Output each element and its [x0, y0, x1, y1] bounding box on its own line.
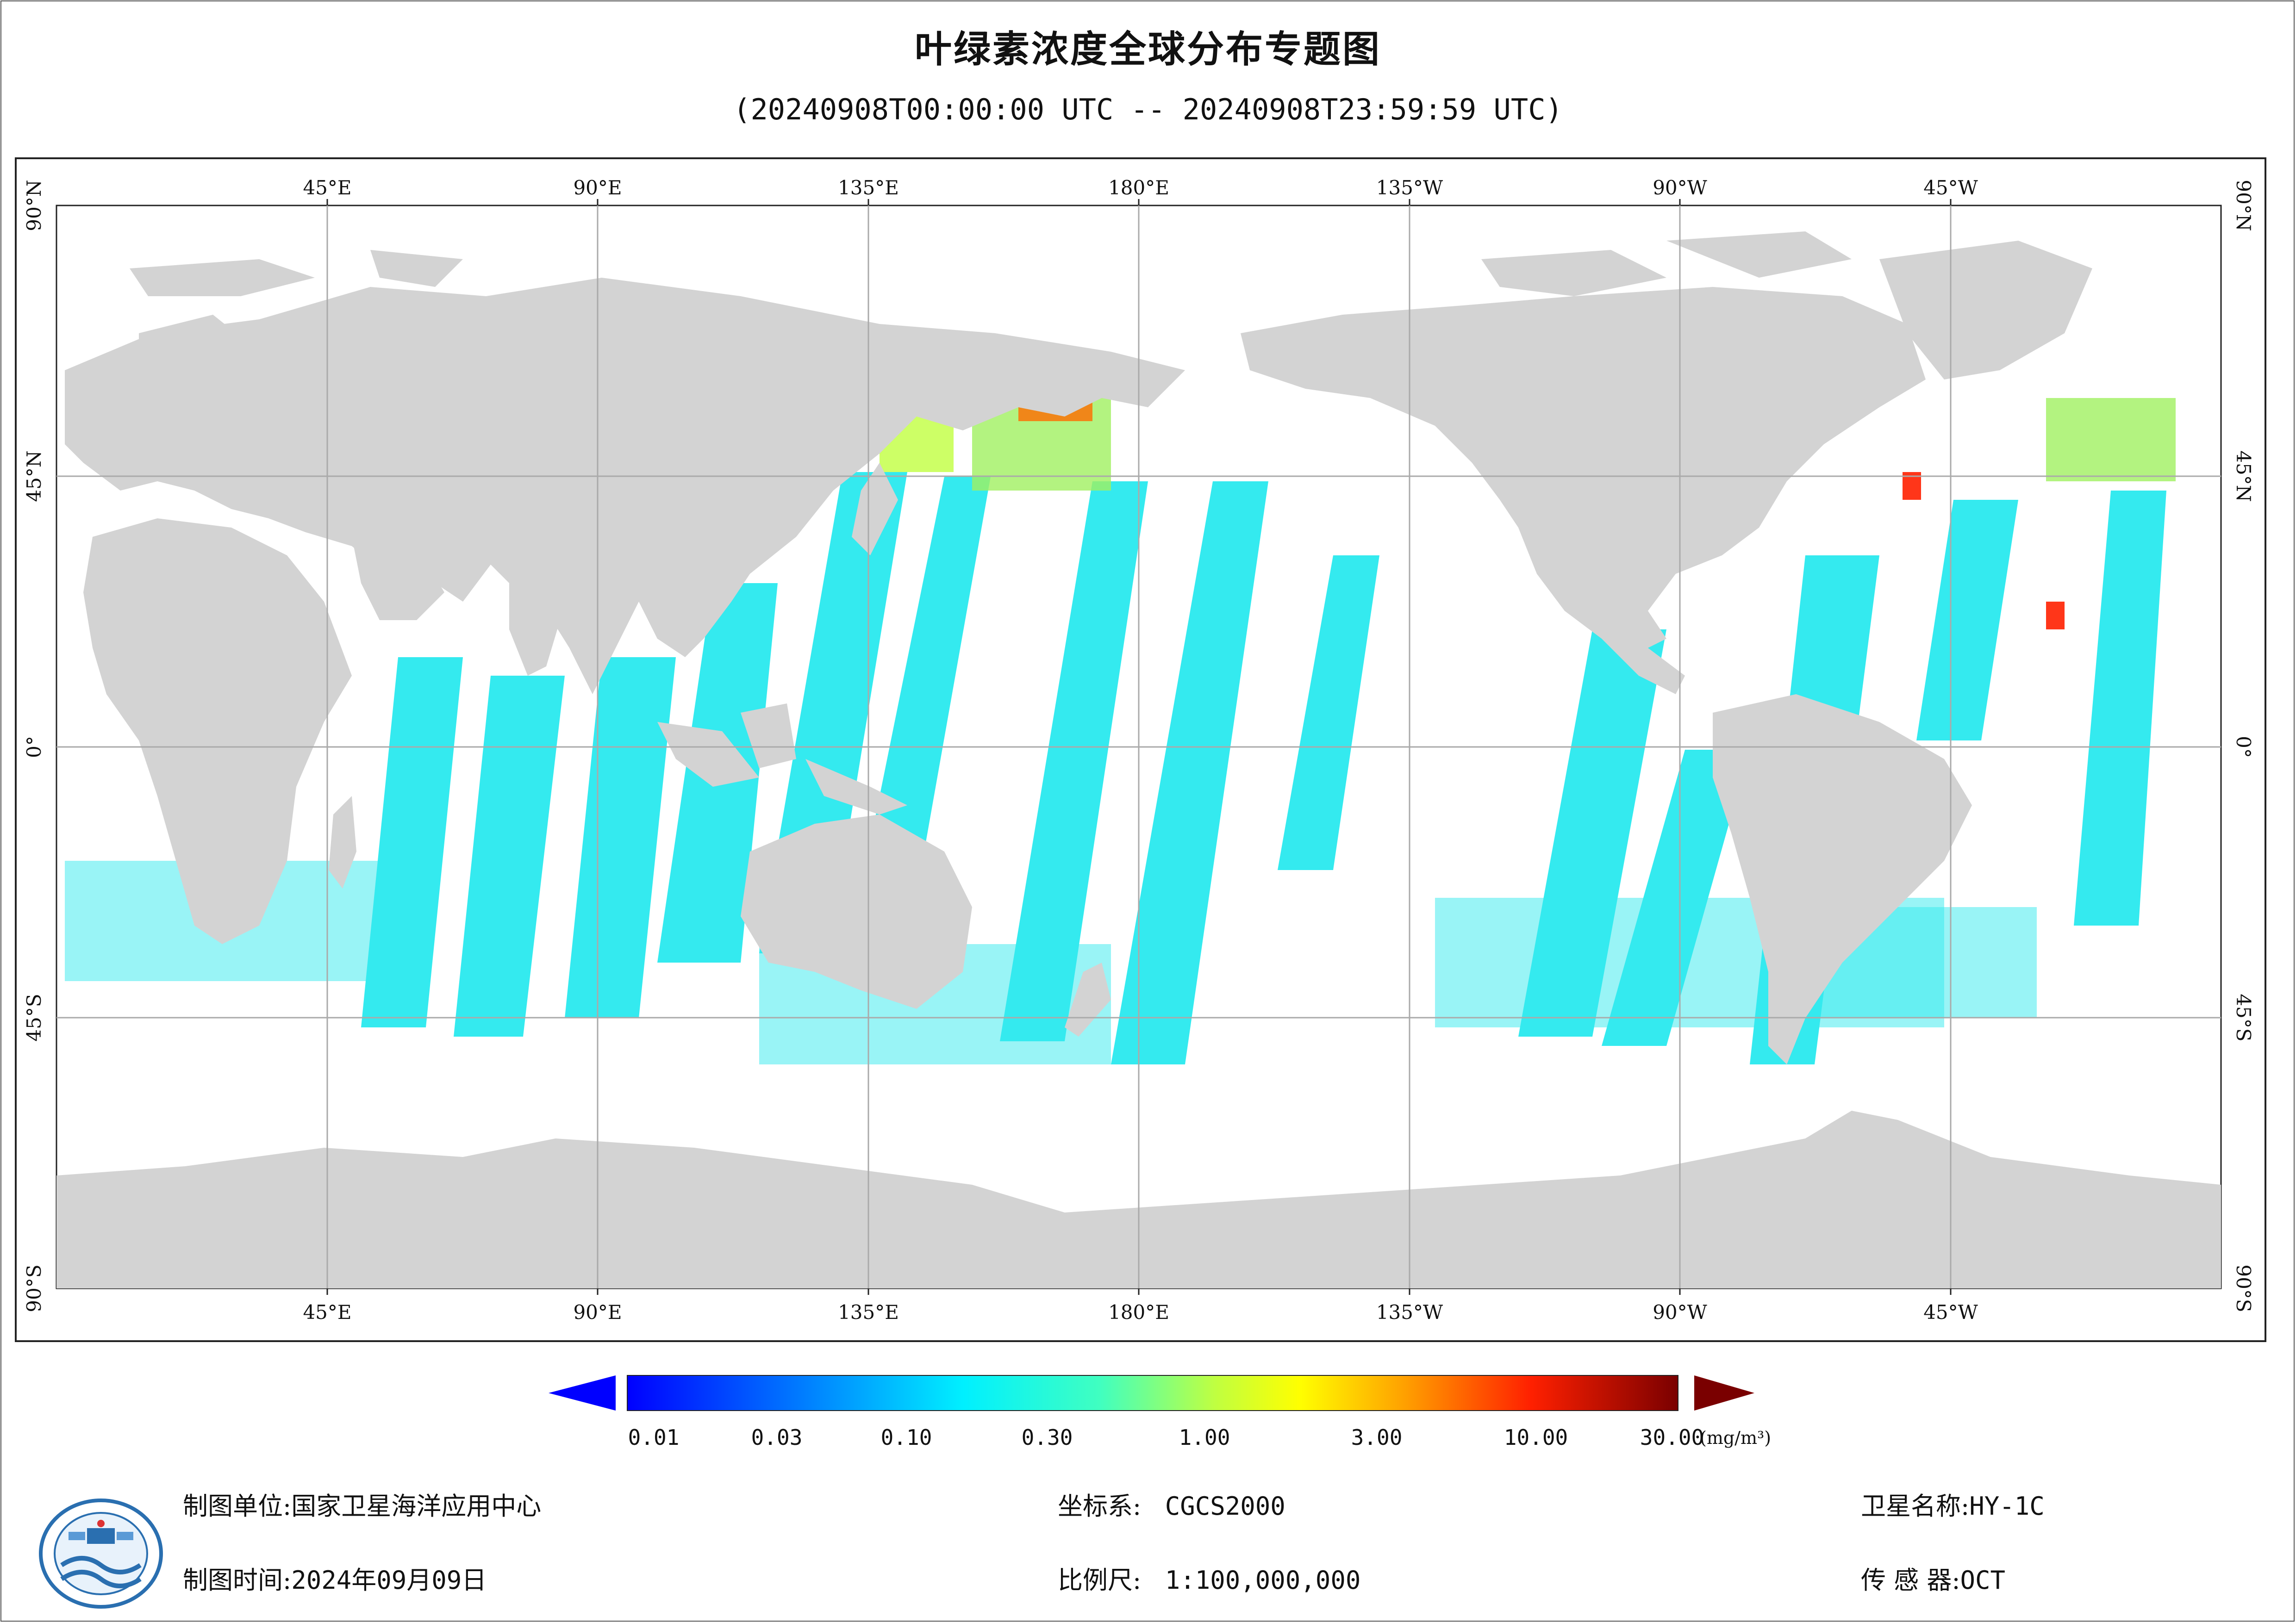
crs-value: CGCS2000	[1165, 1492, 1285, 1521]
satellite-value: HY-1C	[1969, 1492, 2045, 1521]
production-date-value: 2024年09月09日	[291, 1566, 487, 1595]
crs-label: 坐标系:	[1058, 1492, 1142, 1521]
crs-row: 坐标系: CGCS2000	[1058, 1486, 1285, 1522]
scale-label: 比例尺:	[1058, 1566, 1142, 1595]
scale-value: 1:100,000,000	[1165, 1566, 1361, 1595]
lon-label-top: 135°W	[1376, 176, 1443, 199]
lat-label-left: 90°N	[23, 180, 45, 231]
map-frame	[15, 157, 2266, 1342]
sensor-value: OCT	[1960, 1566, 2006, 1595]
producer-value: 国家卫星海洋应用中心	[291, 1492, 542, 1521]
lon-label-top: 90°E	[573, 176, 622, 199]
lon-label-bottom: 90°E	[573, 1301, 622, 1324]
lat-label-left: 45°N	[23, 450, 45, 502]
lat-label-right: 45°S	[2232, 994, 2255, 1041]
lat-label-right: 90°N	[2232, 180, 2255, 231]
satellite-label: 卫星名称:	[1861, 1492, 1970, 1521]
lon-label-top: 135°E	[838, 176, 899, 199]
scale-row: 比例尺: 1:100,000,000	[1058, 1560, 1360, 1596]
producer-row: 制图单位:国家卫星海洋应用中心	[183, 1486, 541, 1522]
lon-label-bottom: 90°W	[1653, 1301, 1707, 1324]
lon-label-top: 45°W	[1923, 176, 1978, 199]
lat-label-right: 45°N	[2232, 450, 2255, 502]
map-canvas: 45°E 90°E 135°E 180°E 135°W 90°W 45°W 45…	[23, 176, 2255, 1324]
lat-label-right: 0°	[2232, 736, 2255, 758]
lat-label-right: 90°S	[2232, 1264, 2255, 1312]
lon-label-bottom: 135°W	[1376, 1301, 1443, 1324]
lat-label-left: 0°	[23, 736, 45, 758]
lon-label-bottom: 45°E	[303, 1301, 351, 1324]
producer-label: 制图单位:	[183, 1492, 292, 1521]
satellite-row: 卫星名称:HY-1C	[1861, 1486, 2045, 1522]
lat-label-left: 45°S	[23, 994, 45, 1041]
graticule	[56, 205, 2221, 1288]
time-range-subtitle: (20240908T00:00:00 UTC -- 20240908T23:59…	[733, 93, 1563, 126]
sensor-label: 传 感 器:	[1861, 1566, 1960, 1595]
production-date-label: 制图时间:	[183, 1566, 292, 1595]
lon-label-top: 45°E	[303, 176, 351, 199]
lon-label-top: 90°W	[1653, 176, 1707, 199]
sensor-row: 传 感 器:OCT	[1861, 1560, 2005, 1596]
nsoas-logo	[39, 1499, 163, 1609]
map-title: 叶绿素浓度全球分布专题图	[915, 28, 1381, 71]
production-date-row: 制图时间:2024年09月09日	[183, 1560, 487, 1596]
lon-label-bottom: 45°W	[1923, 1301, 1978, 1324]
lat-label-left: 90°S	[23, 1264, 45, 1312]
tick-marks	[326, 199, 1952, 1295]
lon-label-top: 180°E	[1108, 176, 1169, 199]
lon-label-bottom: 180°E	[1108, 1301, 1169, 1324]
lon-label-bottom: 135°E	[838, 1301, 899, 1324]
